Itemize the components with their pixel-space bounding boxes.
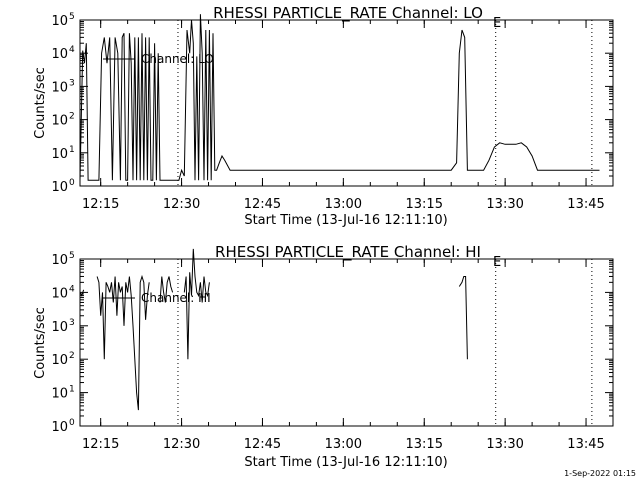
- y-axis-label: Counts/sec: [33, 67, 48, 139]
- y-tick-exponent: 0: [69, 418, 75, 428]
- series-line: [79, 289, 85, 297]
- series-line: [159, 276, 174, 303]
- y-tick-exponent: 4: [69, 45, 75, 55]
- x-tick-label: 13:30: [486, 437, 523, 452]
- x-tick-label: 12:30: [163, 197, 200, 212]
- x-tick-label: 13:15: [406, 437, 443, 452]
- series-line: [79, 14, 600, 181]
- y-tick-label: 10: [51, 80, 68, 95]
- x-tick-label: 13:45: [567, 437, 604, 452]
- y-tick-exponent: 1: [69, 385, 75, 395]
- y-tick-exponent: 2: [69, 112, 75, 122]
- marker-label: E: [493, 255, 501, 270]
- legend-label: Channel: LO: [141, 52, 214, 66]
- y-tick-exponent: 3: [69, 318, 75, 328]
- data-traces: [79, 14, 600, 181]
- x-tick-label: 12:15: [82, 437, 119, 452]
- y-tick-exponent: 5: [69, 251, 75, 261]
- y-tick-label: 10: [51, 180, 68, 195]
- y-tick-label: 10: [51, 114, 68, 129]
- series-line: [96, 274, 150, 411]
- x-tick-label: 12:15: [82, 197, 119, 212]
- marker-label: E: [493, 16, 501, 31]
- y-tick-label: 10: [51, 320, 68, 335]
- series-line: [458, 276, 468, 360]
- chart-title: RHESSI PARTICLE_RATE Channel: HI: [215, 243, 481, 262]
- y-tick-label: 10: [51, 286, 68, 301]
- x-tick-label: 12:45: [244, 197, 281, 212]
- vertical-markers: [177, 20, 593, 186]
- x-tick-label: 13:15: [406, 197, 443, 212]
- y-tick-label: 10: [51, 14, 68, 29]
- y-tick-exponent: 4: [69, 284, 75, 294]
- y-tick-exponent: 5: [69, 12, 75, 22]
- plot-frame: [79, 258, 614, 427]
- x-axis: 12:15 12:30 12:45 13:00 13:15 13:30 13:45: [82, 259, 614, 452]
- x-tick-label: 13:00: [325, 437, 362, 452]
- y-tick-label: 10: [51, 420, 68, 435]
- x-axis-label: Start Time (13-Jul-16 12:11:10): [244, 455, 447, 470]
- vertical-markers: [177, 259, 593, 426]
- y-tick-label: 10: [51, 353, 68, 368]
- panel-hi: RHESSI PARTICLE_RATE Channel: HI 10 010 11…: [33, 243, 614, 470]
- legend: Channel: HI: [103, 291, 211, 305]
- panel-lo: RHESSI PARTICLE_RATE Channel: LO 10 010 11…: [33, 4, 614, 228]
- x-tick-label: 13:45: [567, 197, 604, 212]
- series-line: [183, 248, 210, 360]
- y-tick-label: 10: [51, 387, 68, 402]
- chart-title: RHESSI PARTICLE_RATE Channel: LO: [213, 4, 483, 23]
- x-tick-label: 12:30: [163, 437, 200, 452]
- y-tick-exponent: 0: [69, 178, 75, 188]
- legend: Channel: LO: [103, 52, 214, 66]
- x-tick-label: 12:45: [244, 437, 281, 452]
- timestamp: 1-Sep-2022 01:15: [564, 469, 636, 478]
- y-tick-label: 10: [51, 47, 68, 62]
- y-tick-exponent: 3: [69, 78, 75, 88]
- x-axis: 12:15 12:30 12:45 13:00 13:15 13:30 13:45: [82, 20, 614, 212]
- x-tick-label: 13:30: [486, 197, 523, 212]
- y-tick-label: 10: [51, 253, 68, 268]
- y-axis-label: Counts/sec: [33, 307, 48, 379]
- data-traces: [79, 248, 468, 411]
- y-tick-exponent: 2: [69, 351, 75, 361]
- y-tick-exponent: 1: [69, 145, 75, 155]
- y-tick-label: 10: [51, 147, 68, 162]
- x-tick-label: 13:00: [325, 197, 362, 212]
- legend-label: Channel: HI: [141, 291, 211, 305]
- plot-frame: [79, 19, 614, 187]
- x-axis-label: Start Time (13-Jul-16 12:11:10): [244, 213, 447, 228]
